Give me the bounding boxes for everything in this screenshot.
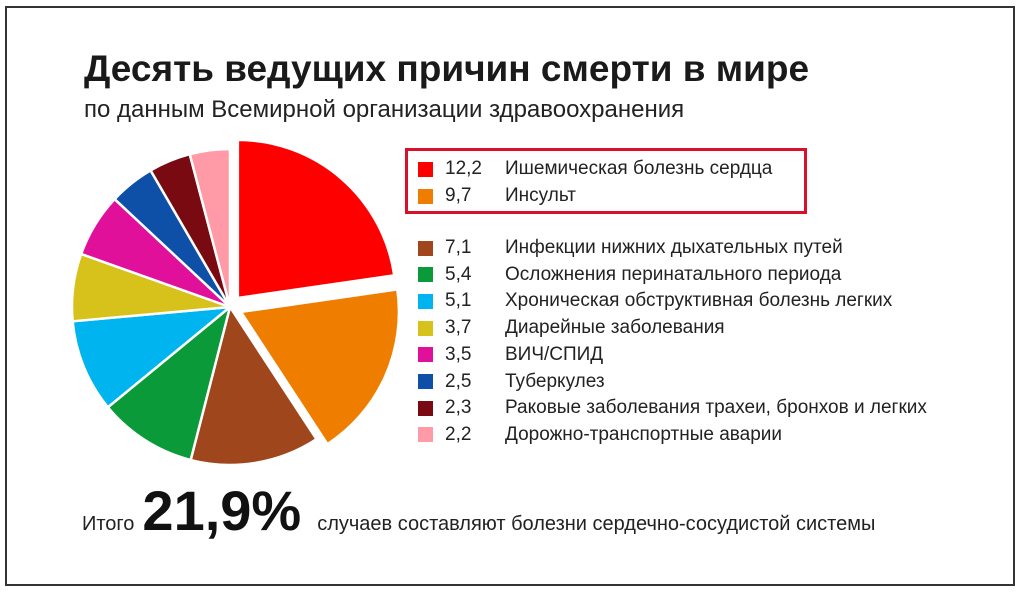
- legend-value: 3,5: [445, 343, 472, 365]
- legend-swatch: [418, 267, 433, 283]
- chart-title: Десять ведущих причин смерти в мире: [84, 48, 810, 89]
- summary-percentage: 21,9%: [142, 479, 302, 542]
- legend-label: Дорожно-транспортные аварии: [505, 423, 783, 445]
- legend-value: 12,2: [445, 158, 482, 179]
- legend-swatch: [418, 400, 433, 416]
- legend-label: Осложнения перинатального периода: [505, 263, 842, 285]
- legend-value: 3,7: [445, 317, 472, 339]
- legend-item-5: 5,1 Хроническая обструктивная болезнь лег…: [418, 288, 892, 314]
- pie-slice-1: [236, 138, 396, 300]
- legend-value: 2,5: [445, 370, 472, 392]
- legend-value: 5,4: [445, 263, 472, 285]
- legend-swatch: [418, 320, 433, 336]
- legend-label: Инсульт: [505, 185, 576, 206]
- legend-swatch: [418, 161, 433, 177]
- legend-label: Туберкулез: [505, 370, 605, 392]
- legend-value: 7,1: [445, 237, 472, 258]
- legend-item-2: 9,7 Инсульт: [418, 183, 576, 209]
- legend-swatch: [418, 427, 433, 443]
- legend-swatch: [418, 188, 433, 204]
- legend-swatch: [418, 347, 433, 363]
- legend-item-10: 2,2 Дорожно-транспортные аварии: [418, 422, 782, 448]
- legend-value: 2,2: [445, 423, 472, 445]
- legend-item-8: 2,5 Туберкулез: [418, 369, 605, 395]
- pie-slice-5: [71, 305, 234, 410]
- pie-slice-2: [238, 287, 401, 446]
- highlight-box: [405, 148, 807, 214]
- chart-subtitle: по данным Всемирной организации здравоох…: [84, 96, 685, 123]
- legend-item-1: 12,2 Ишемическая болезнь сердца: [418, 156, 772, 182]
- legend-item-9: 2,3 Раковые заболевания трахеи, бронхов и…: [418, 395, 927, 421]
- legend-item-3: 7,1 Инфекции нижних дыхательных путей: [418, 235, 843, 261]
- legend-swatch: [418, 374, 433, 389]
- legend-label: Хроническая обструктивная болезнь легких: [505, 290, 893, 312]
- summary-line: Итого 21,9% случаев составляют болезни с…: [82, 478, 875, 548]
- legend-item-7: 3,5 ВИЧ/СПИД: [418, 342, 603, 368]
- legend-label: Раковые заболевания трахеи, бронхов и ле…: [505, 397, 927, 419]
- legend-swatch: [418, 240, 433, 256]
- summary-text: случаев составляют болезни сердечно-сосу…: [317, 513, 876, 535]
- pie-slice-4: [106, 303, 233, 462]
- legend-label: ВИЧ/СПИД: [505, 343, 604, 365]
- legend-label: Ишемическая болезнь сердца: [505, 158, 773, 179]
- legend-item-6: 3,7 Диарейные заболевания: [418, 315, 725, 341]
- legend-label: Диарейные заболевания: [505, 317, 725, 339]
- legend-value: 9,7: [445, 185, 472, 206]
- pie-slice-3: [189, 303, 319, 467]
- legend-label: Инфекции нижних дыхательных путей: [505, 237, 843, 258]
- summary-prefix: Итого: [82, 513, 135, 535]
- legend-swatch: [418, 293, 433, 309]
- legend-item-4: 5,4 Осложнения перинатального периода: [418, 262, 841, 288]
- pie-slice-10: [188, 147, 232, 308]
- legend-value: 2,3: [445, 397, 472, 419]
- legend-value: 5,1: [445, 290, 472, 312]
